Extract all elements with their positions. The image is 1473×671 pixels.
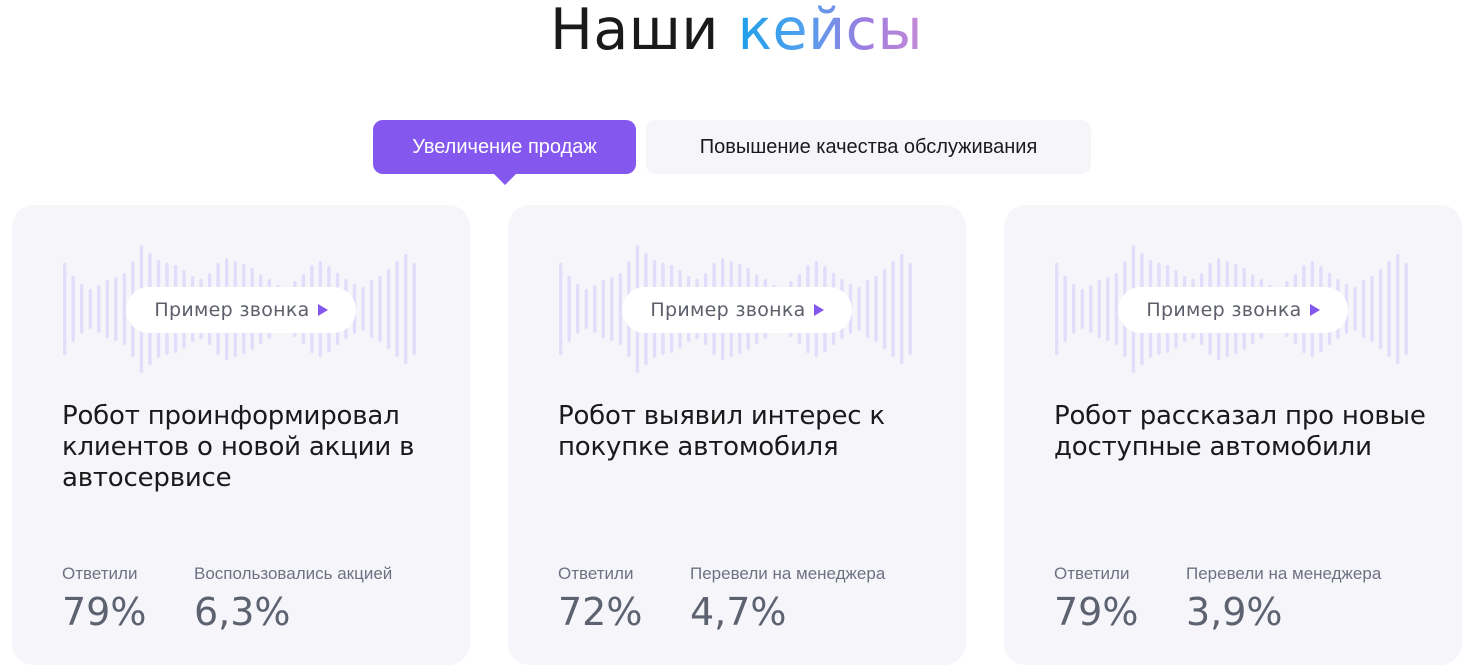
waveform-bar (1089, 285, 1093, 333)
waveform-bar (900, 254, 904, 364)
tab-sales-increase[interactable]: Увеличение продаж (373, 120, 636, 185)
waveform-bar (601, 280, 605, 338)
waveform-bar (386, 269, 391, 349)
waveform-bar (361, 287, 365, 331)
play-button-label: Пример звонка (154, 299, 310, 321)
case-title: Робот рассказал про новые доступные авто… (1054, 401, 1426, 462)
waveform-bar (593, 285, 597, 333)
waveform-bar (891, 261, 895, 357)
play-button-label: Пример звонка (1146, 299, 1302, 321)
stat-result: Перевели на менеджера 3,9% (1186, 563, 1381, 635)
play-icon (317, 304, 328, 316)
stat-value: 4,7% (690, 590, 787, 634)
play-call-button[interactable]: Пример звонка (622, 287, 852, 333)
case-title: Робот проинформировал клиентов о новой а… (62, 401, 415, 493)
waveform-bar (1353, 287, 1357, 331)
waveform-bar (567, 276, 571, 342)
waveform-bar (1396, 254, 1400, 364)
waveform-bar (80, 284, 84, 334)
waveform-bar (412, 263, 416, 355)
stat-result: Воспользовались акцией 6,3% (194, 563, 392, 635)
stat-result: Перевели на менеджера 4,7% (690, 563, 885, 635)
case-title: Робот выявил интерес к покупке автомобил… (558, 401, 885, 462)
play-call-button[interactable]: Пример звонка (1118, 287, 1348, 333)
waveform-bar (1378, 269, 1383, 349)
waveform-bar (97, 285, 101, 333)
case-card: Пример звонка Робот рассказал про новые … (1004, 205, 1462, 665)
waveform-bar (1404, 263, 1408, 355)
waveform-bar (1361, 280, 1366, 338)
waveform-bar (404, 254, 408, 364)
stat-label: Воспользовались акцией (194, 564, 393, 583)
stat-label: Ответили (62, 564, 138, 583)
waveform-bar (610, 277, 614, 341)
stat-value: 72% (558, 590, 643, 634)
page-title-main: Наши (549, 0, 719, 63)
waveform-bar (88, 289, 92, 329)
waveform-bar (559, 263, 563, 355)
waveform-bar (105, 280, 109, 338)
waveform-bar (874, 276, 878, 342)
stat-value: 6,3% (194, 590, 291, 634)
waveform-bar (584, 289, 588, 329)
waveform-bar (1080, 289, 1084, 329)
stat-value: 3,9% (1186, 590, 1283, 634)
play-call-button[interactable]: Пример звонка (126, 287, 356, 333)
waveform-bar (1387, 261, 1391, 357)
stat-value: 79% (62, 590, 147, 634)
case-card: Пример звонка Робот проинформировал клие… (12, 205, 470, 665)
waveform-bar (1106, 277, 1110, 341)
stat-label: Перевели на менеджера (1186, 564, 1382, 583)
waveform-bar (908, 263, 912, 355)
page-title-accent: кейсы (738, 0, 923, 63)
waveform-bar (114, 277, 118, 341)
stat-answered: Ответили 72% (558, 563, 642, 635)
waveform-bar (71, 276, 75, 342)
stat-label: Перевели на менеджера (690, 564, 886, 583)
waveform-bar (369, 280, 374, 338)
stat-label: Ответили (1054, 564, 1130, 583)
waveform-bar (576, 284, 580, 334)
waveform-bar (1114, 273, 1119, 345)
stat-label: Ответили (558, 564, 634, 583)
waveform-bar (857, 287, 861, 331)
play-button-label: Пример звонка (650, 299, 806, 321)
stat-value: 79% (1054, 590, 1139, 634)
waveform-bar (618, 273, 623, 345)
waveform-bar (378, 276, 382, 342)
waveform-bar (63, 263, 67, 355)
case-card: Пример звонка Робот выявил интерес к пок… (508, 205, 966, 665)
play-icon (1309, 304, 1320, 316)
waveform-bar (1072, 284, 1076, 334)
waveform-bar (1097, 280, 1101, 338)
waveform-bar (122, 273, 127, 345)
play-icon (813, 304, 824, 316)
tab-service-quality[interactable]: Повышение качества обслуживания (646, 120, 1091, 174)
stat-answered: Ответили 79% (1054, 563, 1138, 635)
waveform-bar (1055, 263, 1059, 355)
waveform-bar (865, 280, 870, 338)
stat-answered: Ответили 79% (62, 563, 146, 635)
waveform-bar (882, 269, 887, 349)
page-title: Наши кейсы (0, 0, 1473, 62)
waveform-bar (395, 261, 399, 357)
waveform-bar (1370, 276, 1374, 342)
waveform-bar (1063, 276, 1067, 342)
